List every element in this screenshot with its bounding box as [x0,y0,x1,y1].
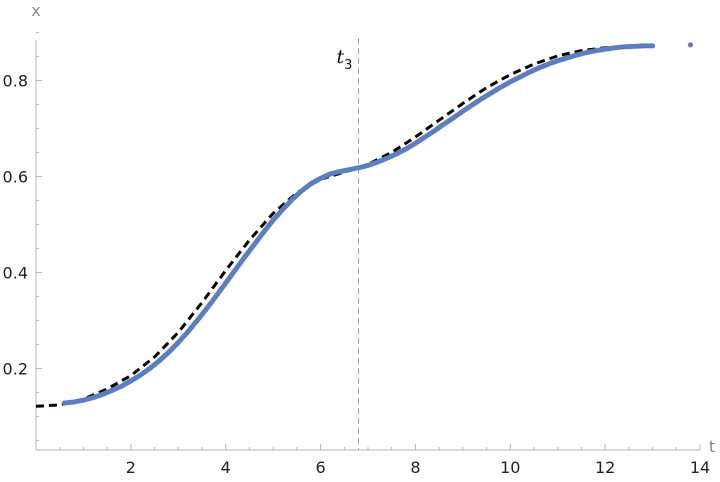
x-ticks: 2 4 6 8 10 12 14 [59,444,710,477]
y-tick-label: 0.6 [3,167,28,186]
x-axis-title: t [709,437,715,456]
dashed-curve-series [35,44,653,408]
t3-marker-label: t3 [337,46,353,73]
data-point [650,43,656,49]
data-point [687,42,694,48]
x-tick-label: 6 [315,458,325,477]
t3-annotation: t3 [337,38,360,450]
x-tick-label: 10 [500,458,520,477]
y-tick-label: 0.8 [3,71,28,90]
t3-label-subscript: 3 [344,58,352,73]
x-tick-label: 8 [410,458,420,477]
x-tick-label: 2 [126,458,136,477]
axes: 2 4 6 8 10 12 14 0.2 0.4 0.6 0.8 t x [3,1,716,477]
x-tick-label: 14 [690,458,710,477]
point-series [61,42,694,406]
y-axis-title: x [31,1,40,20]
y-tick-label: 0.2 [3,359,28,378]
x-tick-label: 12 [595,458,615,477]
y-ticks: 0.2 0.4 0.6 0.8 [3,31,42,441]
t3-label-base: t [337,46,345,68]
x-tick-label: 4 [221,458,231,477]
dashed-curve [35,44,653,408]
y-tick-label: 0.4 [3,263,28,282]
